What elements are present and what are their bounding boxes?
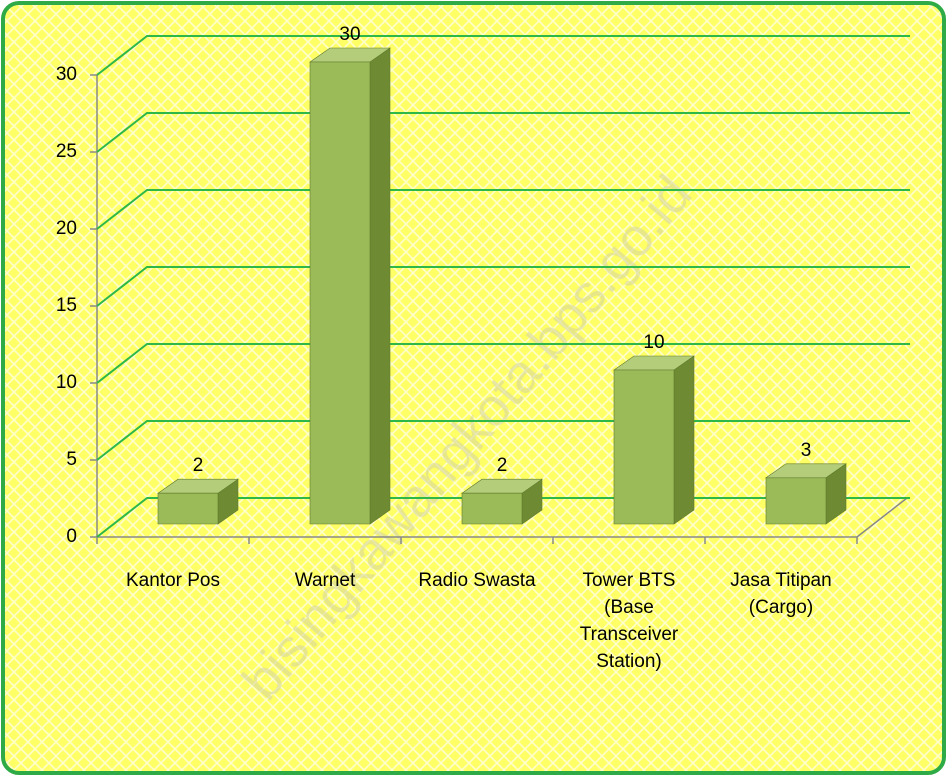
data-label: 30 [339, 24, 360, 45]
y-tick-label: 5 [66, 449, 77, 470]
data-label: 2 [497, 455, 508, 476]
bar [765, 463, 847, 525]
data-label: 3 [801, 440, 812, 461]
y-tick-label: 15 [56, 295, 77, 316]
y-tick-label: 25 [56, 141, 77, 162]
bar-side [369, 47, 391, 525]
grid-line [96, 35, 910, 76]
bar-front [461, 492, 523, 525]
x-tick-label: Kantor Pos [126, 570, 220, 591]
grid-line [96, 266, 910, 307]
y-tick-label: 20 [56, 218, 77, 239]
bar-side [673, 355, 695, 525]
grid-line [96, 112, 910, 153]
bar [309, 47, 391, 525]
x-tick-label: Radio Swasta [418, 570, 536, 591]
y-tick-label: 30 [56, 64, 77, 85]
x-tick-label: Tower BTS (Base Transceiver Station) [579, 570, 679, 672]
bar-front [613, 369, 675, 525]
bar [613, 355, 695, 525]
bar-front [309, 61, 371, 525]
grid-line [96, 189, 910, 230]
bar [157, 478, 239, 525]
grid-line [96, 343, 910, 384]
data-label: 2 [193, 455, 204, 476]
y-tick-label: 10 [56, 372, 77, 393]
y-tick-label: 0 [66, 526, 77, 547]
x-tick-label: Jasa Titipan (Cargo) [730, 570, 832, 618]
data-label: 10 [643, 332, 664, 353]
bar [461, 478, 543, 525]
x-tick-label: Warnet [294, 570, 356, 591]
bar-front [765, 477, 827, 525]
bar-front [157, 492, 219, 525]
